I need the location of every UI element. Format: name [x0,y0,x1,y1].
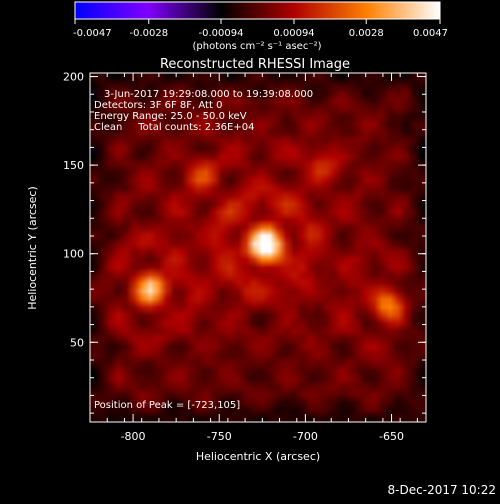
chart-title: Reconstructed RHESSI Image [160,57,350,72]
colorbar-ticks: -0.0047 -0.0028 -0.00094 0.00094 0.0028 0.004… [73,19,448,39]
y-axis-ticks: 50 100 150 200 [63,71,426,414]
colorbar-tick-label: 0.00094 [273,28,314,39]
y-axis-label: Heliocentric Y (arcsec) [26,186,39,310]
plot-frame [89,72,427,423]
colorbar-tick-label: 0.0047 [413,28,448,39]
colorbar-fill [74,1,441,20]
y-tick-label: 150 [63,159,84,172]
heatmap-image [90,73,426,422]
y-tick-label: 50 [70,336,84,349]
colorbar-tick-label: -0.00094 [199,28,244,39]
x-axis-ticks: -800 -750 -700 -650 [89,73,418,443]
colorbar-tick-label: -0.0047 [73,28,112,39]
x-tick-label: -800 [121,430,146,443]
peak-position-label: Position of Peak = [-723,105] [94,400,240,411]
x-axis-label: Heliocentric X (arcsec) [196,450,320,463]
plot-area: -800 -750 -700 -650 50 100 150 200 3-Jun-2017 … [63,71,427,443]
annotations: 3-Jun-2017 19:29:08.000 to 19:39:08.000D… [94,89,313,133]
annotation-line: Energy Range: 25.0 - 50.0 keV [94,111,247,122]
annotation-line: Clean Total counts: 2.36E+04 [94,122,254,133]
x-tick-label: -650 [379,430,404,443]
x-tick-label: -700 [293,430,318,443]
footer-timestamp: 8-Dec-2017 10:22 [388,483,496,497]
colorbar-units: (photons cm⁻² s⁻¹ asec⁻²) [192,41,321,52]
colorbar-tick-label: -0.0028 [129,28,168,39]
y-tick-label: 100 [63,248,84,261]
y-tick-label: 200 [63,71,84,84]
colorbar-tick-label: 0.0028 [349,28,384,39]
colorbar: -0.0047 -0.0028 -0.00094 0.00094 0.0028 0.004… [73,1,448,52]
annotation-line: 3-Jun-2017 19:29:08.000 to 19:39:08.000 [104,89,313,100]
x-tick-label: -750 [207,430,232,443]
annotation-line: Detectors: 3F 6F 8F, Att 0 [94,100,222,111]
